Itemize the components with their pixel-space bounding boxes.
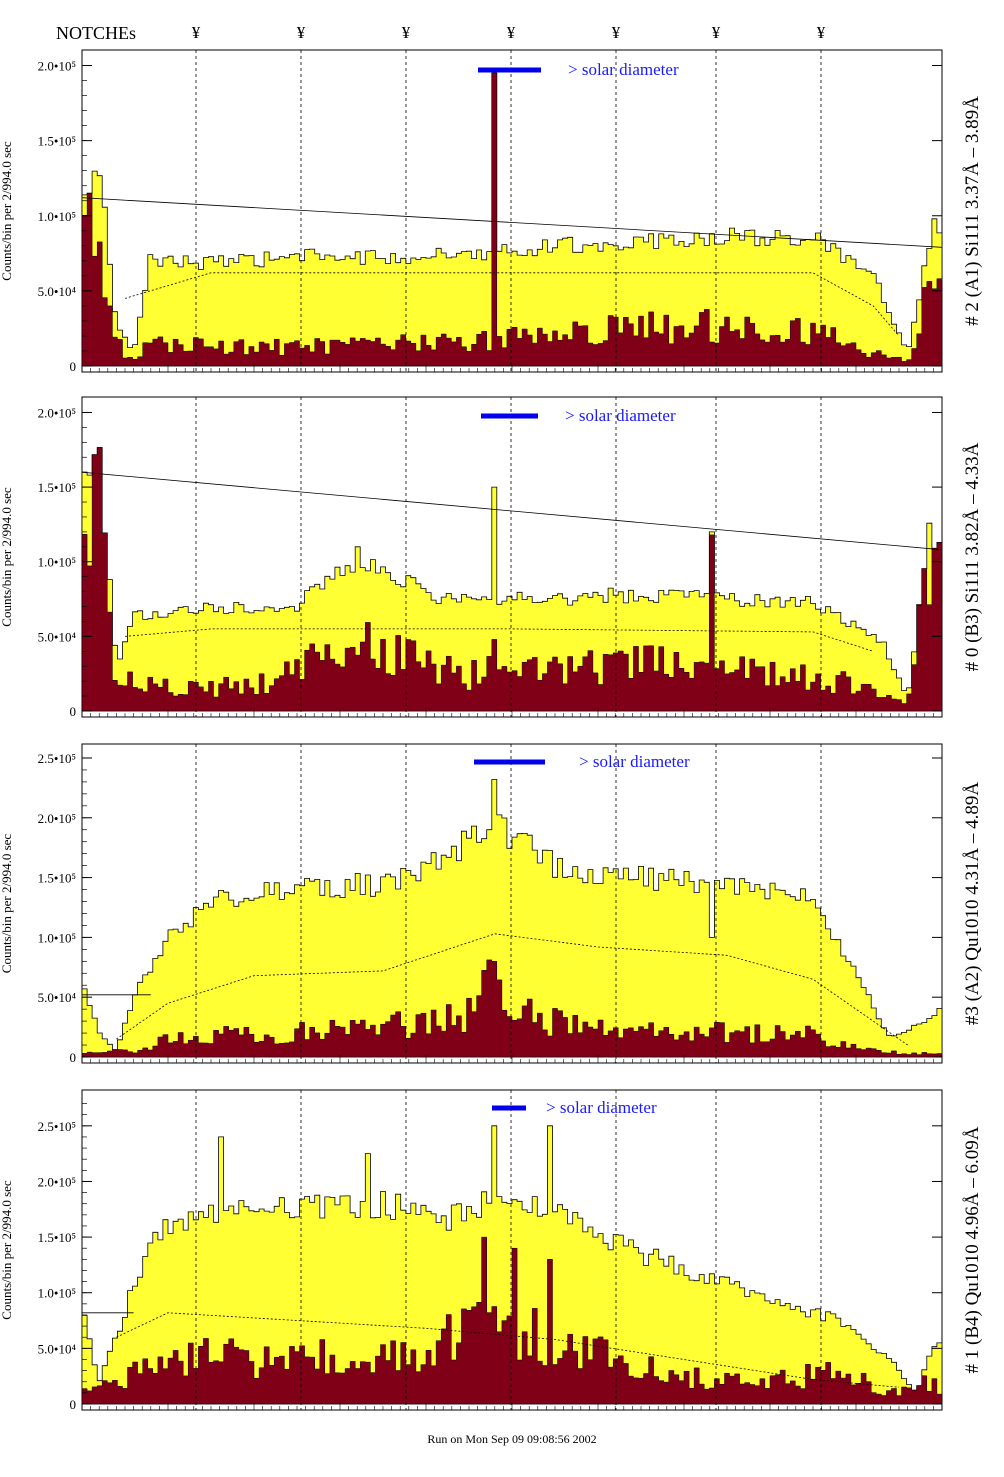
histogram-total — [81, 447, 943, 712]
legend-label: > solar diameter — [579, 752, 690, 771]
chart-panel-4: 0 5.0•10⁴ 1.0•10⁵ 1.5•10⁵ 2.0•10⁵ 2.5•10⁵ Coun… — [0, 1089, 983, 1412]
panel-title: # 1 (B4) Qu1010 4.96Å – 6.09Å — [962, 1126, 983, 1373]
ytick-label: 1.5•10⁵ — [38, 480, 76, 495]
ytick-label: 2.0•10⁵ — [38, 59, 76, 74]
ytick-label: 5.0•10⁴ — [38, 629, 77, 644]
smooth-curve — [124, 628, 874, 652]
ytick-label: 0 — [70, 704, 77, 719]
notch-symbol-6: ¥ — [712, 23, 721, 42]
ytick-label: 1.5•10⁵ — [38, 1230, 76, 1245]
ytick-label: 0 — [70, 359, 77, 374]
notch-symbol-1: ¥ — [192, 23, 201, 42]
ytick-label: 5.0•10⁴ — [38, 990, 77, 1005]
histogram-low — [81, 1236, 943, 1405]
ytick-label: 1.0•10⁵ — [38, 209, 76, 224]
ytick-label: 1.0•10⁵ — [38, 555, 76, 570]
histogram-low — [81, 72, 943, 367]
legend-label: > solar diameter — [546, 1098, 657, 1117]
chart-panel-3: 0 5.0•10⁴ 1.0•10⁵ 1.5•10⁵ 2.0•10⁵ 2.5•10⁵ Coun… — [0, 743, 983, 1065]
panel-title: #3 (A2) Qu1010 4.31Å – 4.89Å — [962, 782, 983, 1026]
ytick-label: 2.5•10⁵ — [38, 1119, 76, 1134]
ytick-label: 2.5•10⁵ — [38, 751, 76, 766]
run-timestamp: Run on Mon Sep 09 09:08:56 2002 — [427, 1432, 596, 1446]
ytick-label: 1.5•10⁵ — [38, 871, 76, 886]
smooth-curve — [116, 1312, 900, 1388]
ytick-label: 1.0•10⁵ — [38, 1286, 76, 1301]
smooth-curve — [116, 933, 908, 1046]
chart-panel-1: 0 5.0•10⁴ 1.0•10⁵ 1.5•10⁵ 2.0•10⁵ Counts/bin … — [0, 49, 983, 374]
ytick-label: 5.0•10⁴ — [38, 284, 77, 299]
ytick-label: 5.0•10⁴ — [38, 1341, 77, 1356]
histogram-low — [81, 447, 943, 712]
chart-panel-2: 0 5.0•10⁴ 1.0•10⁵ 1.5•10⁵ 2.0•10⁵ Counts/bin … — [0, 396, 983, 719]
legend-label: > solar diameter — [568, 60, 679, 79]
notch-symbol-4: ¥ — [507, 23, 516, 42]
ytick-label: 1.5•10⁵ — [38, 134, 76, 149]
y-axis-label: Counts/bin per 2/994.0 sec — [0, 1180, 14, 1320]
ytick-label: 0 — [70, 1050, 77, 1065]
notches-label: NOTCHEs — [56, 23, 136, 43]
notch-symbol-5: ¥ — [612, 23, 621, 42]
notch-symbol-3: ¥ — [402, 23, 411, 42]
histogram-low — [81, 959, 943, 1058]
y-axis-label: Counts/bin per 2/994.0 sec — [0, 487, 14, 627]
trend-line — [81, 471, 943, 551]
notch-symbol-2: ¥ — [297, 23, 306, 42]
panel-title: # 2 (A1) Si111 3.37Å – 3.89Å — [962, 96, 983, 326]
chart-panels: 0 5.0•10⁴ 1.0•10⁵ 1.5•10⁵ 2.0•10⁵ Counts/bin … — [0, 49, 983, 1412]
histogram-total — [81, 779, 943, 1058]
y-axis-label: Counts/bin per 2/994.0 sec — [0, 141, 14, 281]
legend-label: > solar diameter — [565, 406, 676, 425]
panel-title: # 0 (B3) Si111 3.82Å – 4.33Å — [962, 442, 983, 671]
notch-symbol-7: ¥ — [817, 23, 826, 42]
ytick-label: 1.0•10⁵ — [38, 930, 76, 945]
ytick-label: 2.0•10⁵ — [38, 1174, 76, 1189]
trend-line — [81, 197, 943, 248]
notch-symbols: ¥ ¥ ¥ ¥ ¥ ¥ ¥ — [192, 23, 826, 42]
histogram-total — [81, 72, 943, 367]
y-axis-label: Counts/bin per 2/994.0 sec — [0, 834, 14, 974]
smooth-curve — [124, 272, 900, 337]
ytick-label: 2.0•10⁵ — [38, 405, 76, 420]
ytick-label: 0 — [70, 1397, 77, 1412]
ytick-label: 2.0•10⁵ — [38, 811, 76, 826]
